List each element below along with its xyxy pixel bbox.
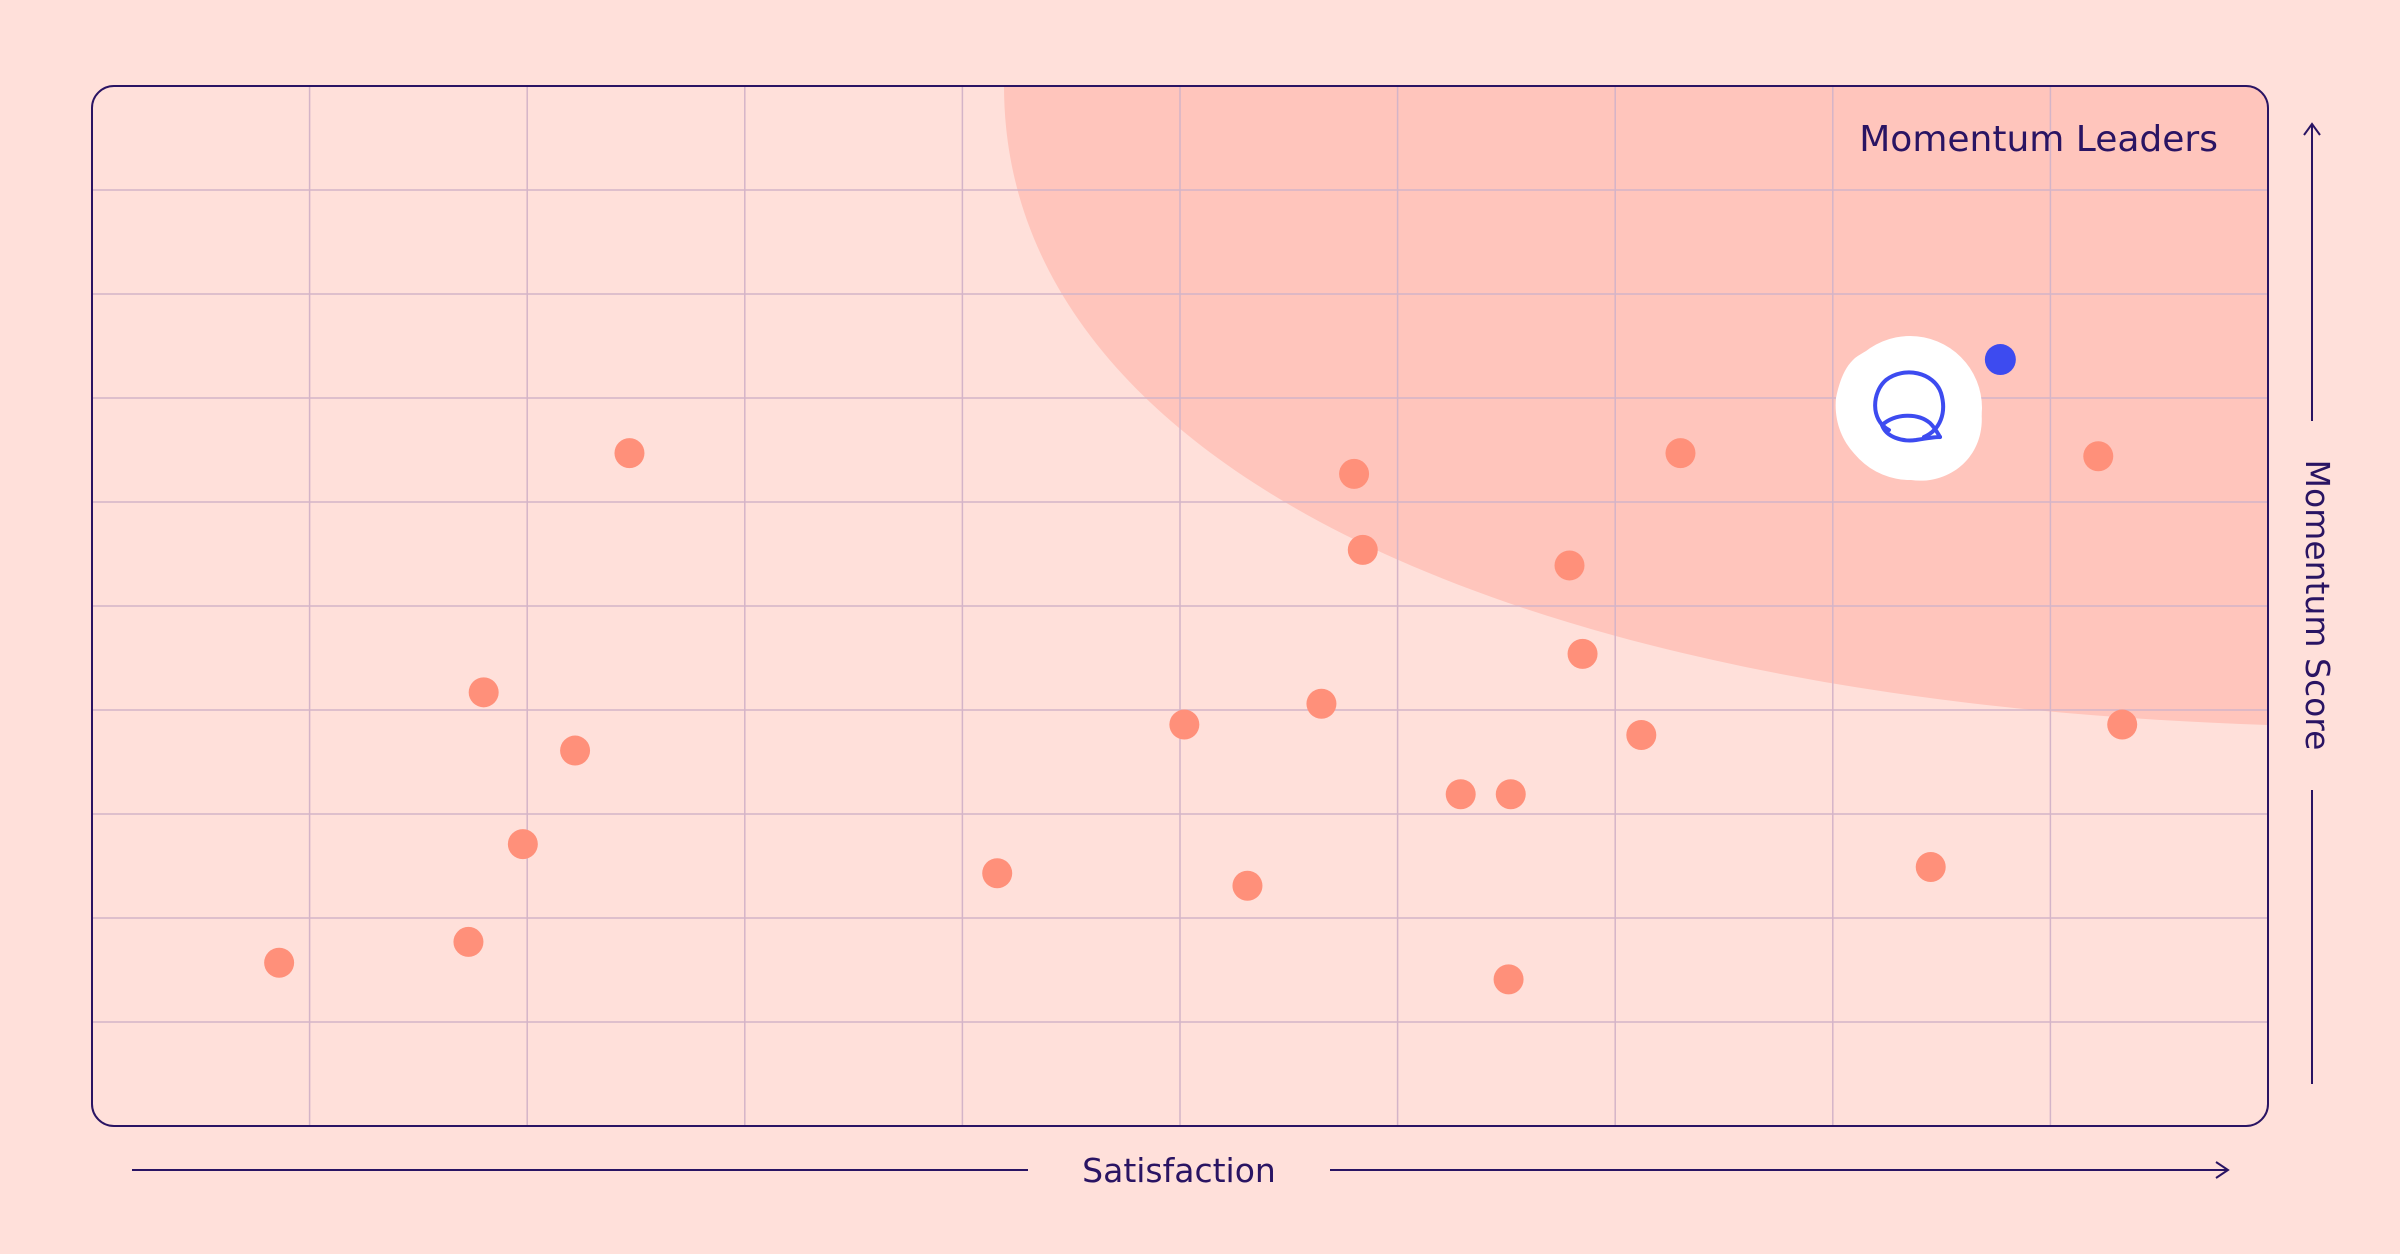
x-axis-title: Satisfaction bbox=[1082, 1151, 1276, 1190]
data-point bbox=[1665, 438, 1696, 469]
data-point bbox=[1232, 870, 1263, 901]
y-axis-title: Momentum Score bbox=[2298, 460, 2337, 751]
momentum-leaders-region bbox=[1004, 86, 2268, 725]
data-point bbox=[1567, 638, 1598, 669]
y-axis: Momentum Score bbox=[2298, 122, 2337, 1084]
data-point bbox=[1339, 458, 1370, 489]
data-point bbox=[1495, 779, 1526, 810]
plot-frame bbox=[91, 85, 2269, 1127]
data-point bbox=[264, 947, 295, 978]
data-point bbox=[507, 829, 538, 860]
data-point bbox=[1915, 852, 1946, 883]
highlighted-data-point bbox=[1984, 344, 2016, 376]
data-point bbox=[1169, 709, 1200, 740]
x-axis: Satisfaction bbox=[132, 1151, 2230, 1190]
data-point bbox=[982, 858, 1013, 889]
data-point bbox=[1554, 550, 1585, 581]
data-point bbox=[614, 438, 645, 469]
data-point bbox=[560, 735, 591, 766]
data-point bbox=[1306, 688, 1337, 719]
data-point bbox=[2083, 441, 2114, 472]
data-point bbox=[1347, 534, 1378, 565]
data-point bbox=[1445, 779, 1476, 810]
data-point bbox=[453, 926, 484, 957]
data-point bbox=[1626, 719, 1657, 750]
data-points bbox=[264, 344, 2138, 995]
data-point bbox=[468, 677, 499, 708]
wave-globe-icon bbox=[1835, 336, 1982, 481]
data-point bbox=[2107, 709, 2138, 740]
grid-lines bbox=[92, 86, 2268, 1126]
data-point bbox=[1493, 964, 1524, 995]
region-label: Momentum Leaders bbox=[1859, 119, 2218, 160]
